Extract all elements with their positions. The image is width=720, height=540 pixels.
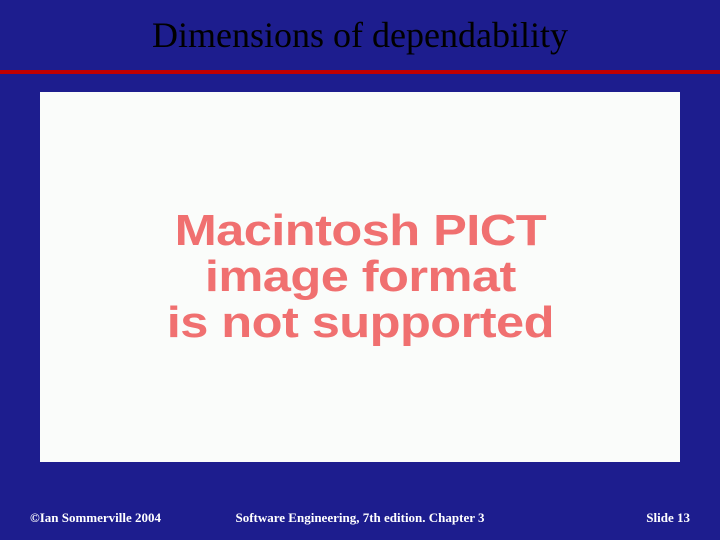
error-line-1: Macintosh PICT <box>166 208 553 254</box>
footer-book-chapter: Software Engineering, 7th edition. Chapt… <box>0 510 720 526</box>
content-area: Macintosh PICT image format is not suppo… <box>40 92 680 462</box>
title-divider <box>0 70 720 74</box>
error-line-2: image format <box>166 254 553 300</box>
slide: Dimensions of dependability Macintosh PI… <box>0 0 720 540</box>
slide-title: Dimensions of dependability <box>0 14 720 56</box>
image-error-message: Macintosh PICT image format is not suppo… <box>166 208 553 347</box>
footer-slide-number: Slide 13 <box>646 510 690 526</box>
error-line-3: is not supported <box>166 300 553 346</box>
